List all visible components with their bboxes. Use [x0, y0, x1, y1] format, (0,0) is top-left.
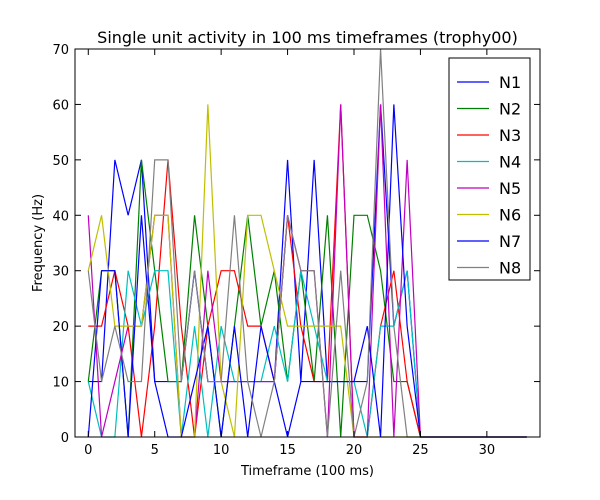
legend-label: N2	[499, 100, 521, 119]
x-tick-label: 30	[479, 443, 496, 458]
x-tick-label: 25	[412, 443, 429, 458]
y-tick-label: 30	[52, 265, 69, 280]
y-tick-label: 0	[61, 431, 69, 446]
y-tick-label: 40	[52, 209, 69, 224]
y-tick-label: 10	[52, 376, 69, 391]
y-tick-label: 20	[52, 320, 69, 335]
chart-title: Single unit activity in 100 ms timeframe…	[97, 28, 518, 47]
legend-label: N5	[499, 179, 521, 198]
x-tick-label: 5	[151, 443, 159, 458]
x-axis-ticks: 0 5 10 15 20 25 30	[84, 49, 495, 458]
legend-label: N3	[499, 126, 521, 145]
x-tick-label: 20	[346, 443, 363, 458]
plot-frame	[74, 48, 541, 438]
legend-label: N1	[499, 73, 521, 92]
legend-label: N8	[499, 259, 521, 278]
legend-label: N7	[499, 232, 521, 251]
y-tick-label: 60	[52, 98, 69, 113]
x-tick-label: 15	[279, 443, 296, 458]
legend-label: N4	[499, 153, 521, 172]
y-axis-label: Frequency (Hz)	[31, 194, 46, 292]
x-axis-label: Timeframe (100 ms)	[240, 464, 374, 479]
x-tick-label: 0	[84, 443, 92, 458]
y-axis-ticks: 0 10 20 30 40 50 60 70	[52, 43, 540, 446]
legend-box	[448, 57, 531, 281]
y-tick-label: 70	[52, 43, 69, 58]
legend: N1 N2 N3 N4 N5 N6 N7 N8	[448, 57, 531, 281]
x-tick-label: 10	[213, 443, 230, 458]
legend-label: N6	[499, 206, 521, 225]
y-tick-label: 50	[52, 154, 69, 169]
